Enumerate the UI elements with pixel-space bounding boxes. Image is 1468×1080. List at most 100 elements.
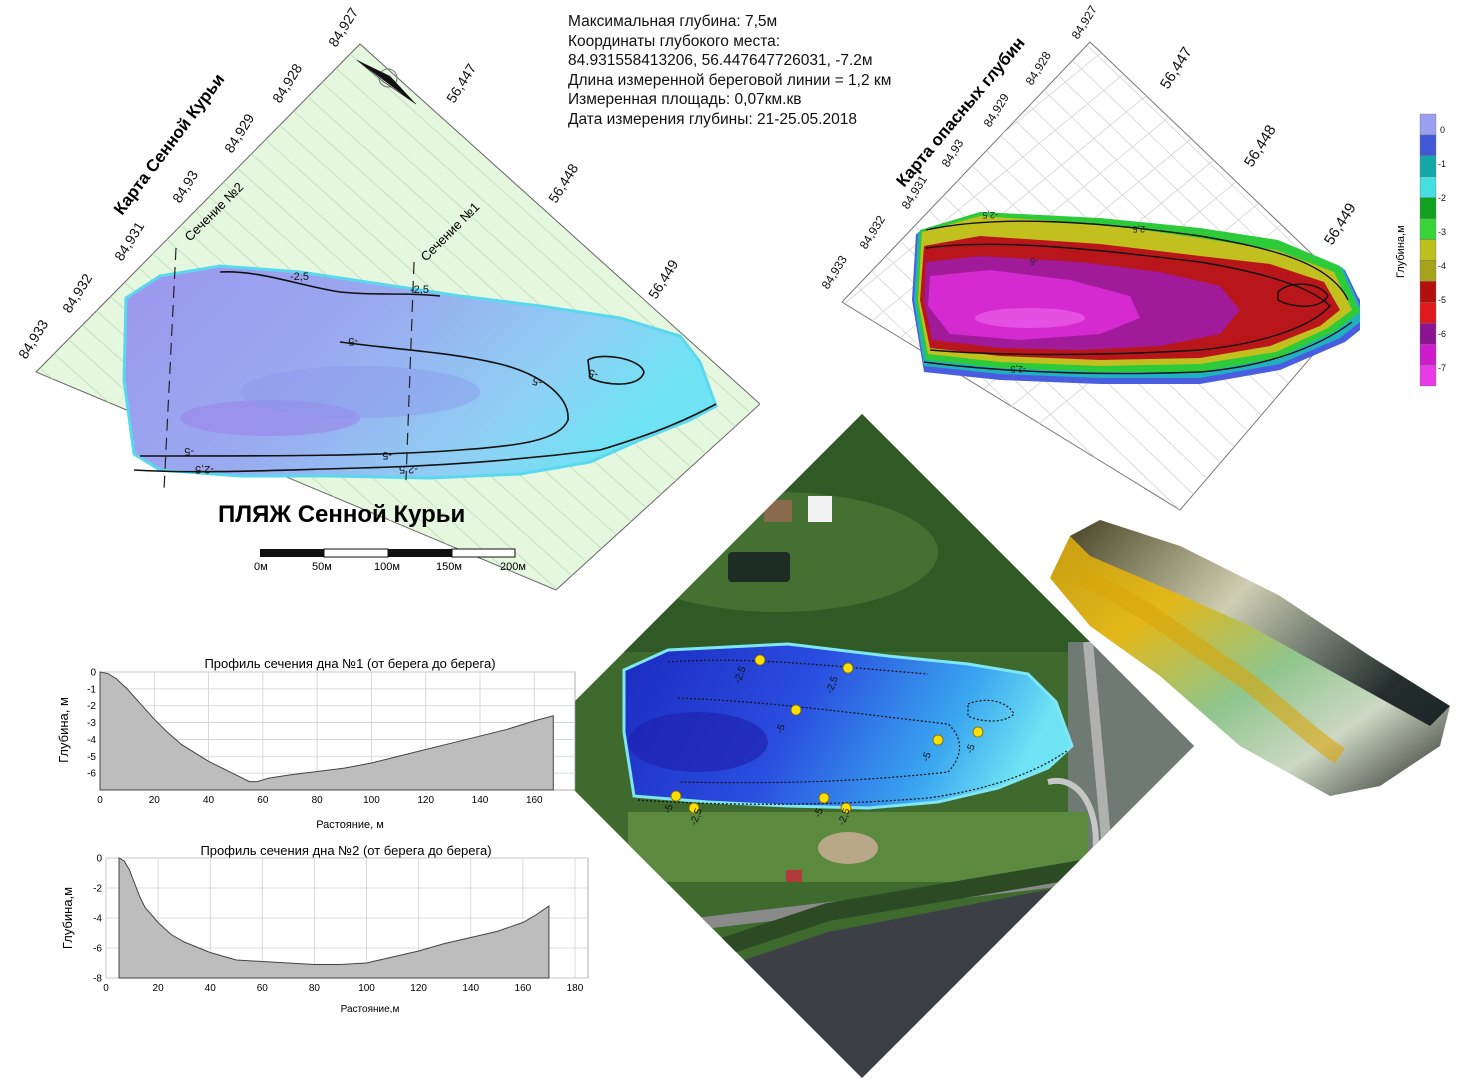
- contour-label: -2,5: [195, 463, 214, 475]
- lon-tick: 84,933: [15, 317, 51, 362]
- legend-color-swatch: [1419, 113, 1437, 136]
- contour-label: -5: [382, 449, 392, 461]
- scale-label: 200м: [500, 561, 526, 573]
- lon-tick: 84,928: [1023, 49, 1054, 88]
- x-tick-label: 20: [153, 983, 165, 994]
- x-tick-label: 60: [257, 983, 269, 994]
- lon-tick: 84,932: [59, 271, 95, 316]
- lat-tick: 56,449: [1321, 200, 1360, 248]
- contour-label: -5: [774, 722, 788, 735]
- sand-area: [818, 832, 878, 864]
- x-tick-label: 120: [417, 795, 434, 806]
- depth-legend: 0 -1 -2 -3 -4 -5 -6 -7 Глубина,м: [1395, 113, 1446, 387]
- legend-label: Глубина,м: [1395, 225, 1407, 278]
- contour-label: -2,5: [410, 284, 429, 296]
- legend-tick: -1: [1438, 159, 1446, 169]
- scale-label: 100м: [374, 561, 400, 573]
- legend-tick: -5: [1438, 295, 1446, 305]
- y-tick-label: -4: [87, 735, 96, 746]
- contour-label: -5: [531, 374, 544, 389]
- legend-tick: 0: [1440, 125, 1445, 135]
- contour-label: -5: [662, 802, 676, 815]
- x-axis-label: Растояние,м: [341, 1004, 400, 1015]
- x-tick-label: 100: [358, 983, 375, 994]
- y-tick-label: -6: [87, 769, 96, 780]
- contour-label: -5: [348, 335, 358, 347]
- x-tick-label: 40: [203, 795, 215, 806]
- profile-chart-1: Профиль сечения дна №1 (от берега до бер…: [56, 656, 576, 831]
- depth-contours: [133, 271, 717, 473]
- y-axis-label: Глубина, м: [56, 697, 71, 763]
- depth-profile-area: [99, 671, 554, 791]
- contour-label: -2,5: [1132, 224, 1148, 234]
- legend-color-swatch: [1419, 155, 1437, 177]
- chart-title: Профиль сечения дна №1 (от берега до бер…: [204, 656, 495, 671]
- 3d-depth-surface: [1050, 520, 1450, 796]
- legend-color-swatch: [1419, 134, 1437, 157]
- info-date: Дата измерения глубины: 21-25.05.2018: [568, 110, 857, 128]
- x-tick-label: 80: [309, 983, 321, 994]
- contour-label: -5: [587, 366, 600, 381]
- contour-label: -2,5: [290, 271, 309, 283]
- legend-color-swatch: [1419, 343, 1437, 366]
- x-tick-label: 160: [515, 983, 532, 994]
- legend-color-swatch: [1419, 197, 1437, 219]
- legend-color-swatch: [1419, 323, 1437, 345]
- lon-tick: 84,93: [169, 167, 201, 205]
- y-tick-label: -1: [87, 684, 96, 695]
- scale-bar: 0м 50м 100м 150м 200м: [254, 548, 526, 573]
- lat-tick: 56,448: [545, 161, 581, 206]
- chart-title: Профиль сечения дна №2 (от берега до бер…: [200, 843, 491, 858]
- bathymetry-map: -2,5 -2,5 -5 -5 -5 -5 -5 -2,5 -2,5 Сечен…: [15, 5, 760, 591]
- lon-tick: 84,931: [111, 219, 147, 264]
- legend-color-swatch: [1419, 176, 1437, 198]
- info-area: Измеренная площадь: 0,07км.кв: [568, 91, 802, 108]
- lat-tick: 56,447: [443, 61, 479, 106]
- contour-label: -2,5: [982, 210, 998, 220]
- lat-tick: 56,447: [1157, 44, 1196, 92]
- x-tick-label: 140: [472, 795, 489, 806]
- y-tick-label: -2: [93, 884, 102, 895]
- x-tick-label: 80: [312, 795, 324, 806]
- y-tick-label: -5: [87, 752, 96, 763]
- x-tick-label: 120: [410, 983, 427, 994]
- legend-color-swatch: [1419, 239, 1437, 261]
- depth-bands: [912, 212, 1360, 384]
- x-tick-label: 100: [363, 795, 380, 806]
- legend-tick: -7: [1438, 363, 1446, 373]
- x-tick-label: 0: [103, 983, 109, 994]
- legend-color-swatch: [1419, 260, 1437, 282]
- info-max-depth: Максимальная глубина: 7,5м: [568, 13, 778, 30]
- depth-profile-area: [118, 857, 550, 979]
- contour-label: -5: [1030, 256, 1038, 266]
- y-axis-label: Глубина,м: [60, 887, 75, 949]
- profile-chart-2: Профиль сечения дна №2 (от берега до бер…: [60, 843, 589, 1015]
- info-coords: 84.931558413206, 56.447647726031, -7.2м: [568, 52, 873, 69]
- survey-info: Максимальная глубина: 7,5м Координаты гл…: [568, 12, 891, 129]
- pond: [728, 552, 790, 582]
- y-tick-label: -4: [93, 914, 102, 925]
- beach-label: ПЛЯЖ Сенной Курьи: [218, 501, 465, 528]
- y-tick-label: -8: [93, 974, 102, 985]
- contour-label: -5: [184, 445, 194, 457]
- north-arrow-icon: [356, 59, 417, 105]
- lon-tick: 84,929: [221, 111, 257, 156]
- x-tick-label: 20: [149, 795, 161, 806]
- legend-color-swatch: [1419, 281, 1437, 303]
- x-tick-label: 60: [257, 795, 269, 806]
- x-axis-label: Растояние, м: [316, 819, 384, 831]
- info-coords-label: Координаты глубокого места:: [568, 32, 781, 50]
- legend-tick: -4: [1438, 261, 1446, 271]
- contour-label: -2,5: [1010, 364, 1026, 374]
- lon-tick: 84,933: [819, 253, 850, 292]
- scale-label: 150м: [436, 561, 462, 573]
- info-shoreline: Длина измеренной береговой линии = 1,2 к…: [568, 71, 892, 89]
- section-2-line: [163, 247, 177, 491]
- legend-tick: -3: [1438, 227, 1446, 237]
- lat-tick: 56,449: [645, 257, 681, 302]
- lat-tick: 56,448: [1241, 122, 1280, 170]
- lon-tick: 84,927: [325, 5, 361, 50]
- y-tick-label: -3: [87, 718, 96, 729]
- contour-label: -5: [964, 742, 978, 755]
- danger-depth-map: -2,5 -2,5 -5 -2,5 Карта опасных глубин 8…: [819, 3, 1360, 511]
